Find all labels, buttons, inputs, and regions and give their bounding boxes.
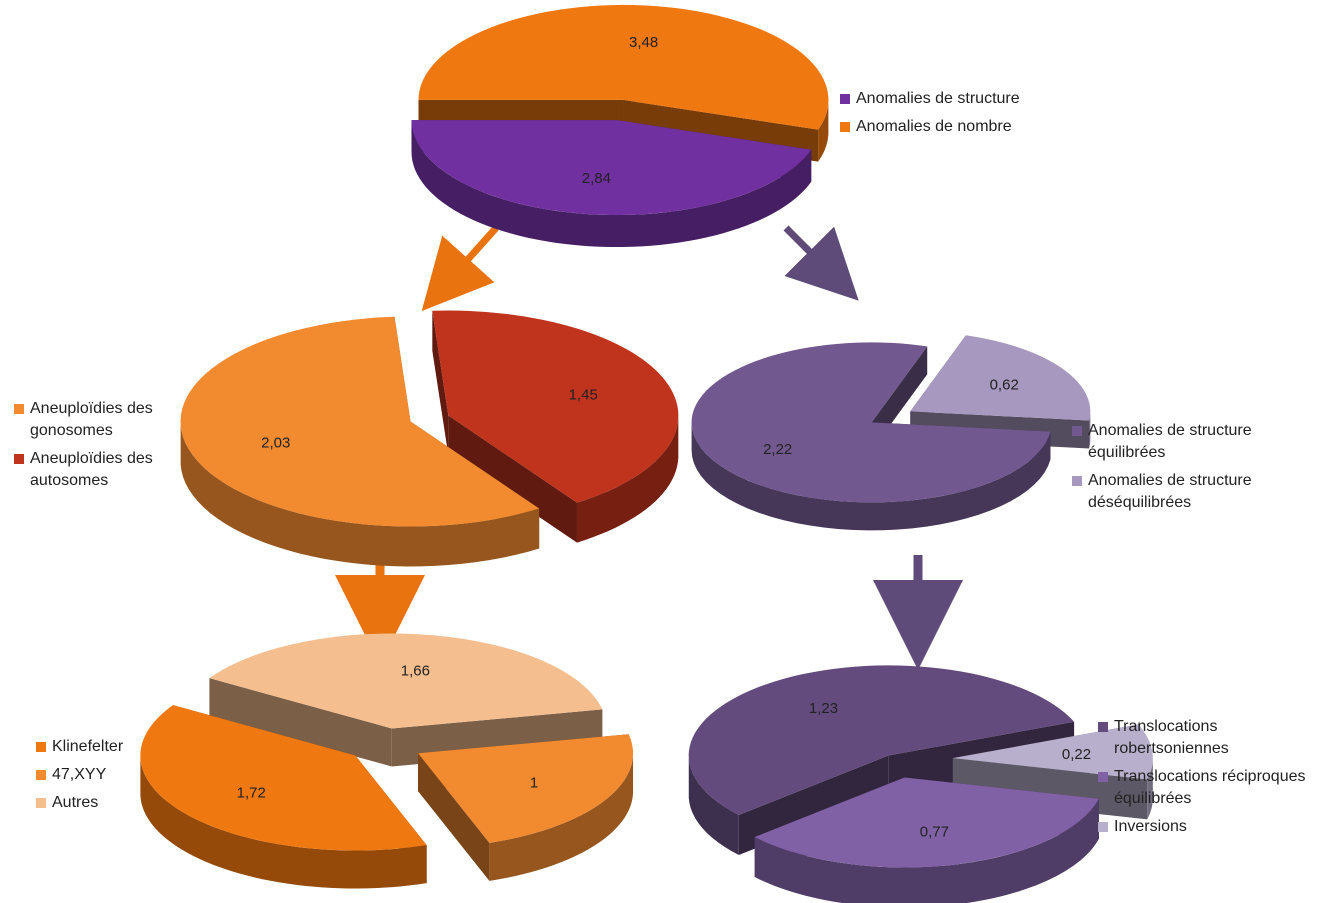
legend-label: Anomalies de structure équilibrées bbox=[1088, 422, 1252, 461]
legend-aneuploidies: Aneuploïdies des gonosomes Aneuploïdies … bbox=[14, 398, 179, 498]
legend-label: Autres bbox=[52, 794, 99, 811]
legend-label: Translocations robertsoniennes bbox=[1114, 718, 1229, 757]
legend-swatch bbox=[1072, 476, 1082, 486]
data-label: 2,03 bbox=[261, 435, 290, 452]
legend-label: Inversions bbox=[1114, 818, 1187, 835]
legend-item: 47,XYY bbox=[36, 764, 176, 786]
legend-item: Anomalies de nombre bbox=[840, 116, 1060, 138]
legend-structure: Anomalies de structure équilibrées Anoma… bbox=[1072, 420, 1282, 520]
pie-charts bbox=[140, 4, 1153, 903]
pie-slice-0-0 bbox=[411, 120, 812, 248]
legend-top: Anomalies de structure Anomalies de nomb… bbox=[840, 88, 1060, 144]
pie-chart-3 bbox=[140, 633, 634, 889]
pie-slice-2-0 bbox=[691, 342, 1051, 531]
legend-item: Aneuploïdies des autosomes bbox=[14, 448, 179, 492]
pie-slice-3-0 bbox=[140, 705, 427, 889]
legend-label: 47,XYY bbox=[52, 766, 107, 783]
legend-item: Anomalies de structure déséquilibrées bbox=[1072, 470, 1282, 514]
pie-chart-0 bbox=[411, 4, 829, 248]
legend-swatch bbox=[1072, 426, 1082, 436]
pie-slice-0-1 bbox=[418, 4, 829, 162]
legend-swatch bbox=[1098, 822, 1108, 832]
pie-slice-1-1 bbox=[432, 310, 679, 543]
legend-label: Anomalies de nombre bbox=[856, 118, 1012, 135]
arrow-top-to-right bbox=[783, 225, 859, 301]
data-label: 0,22 bbox=[1062, 746, 1091, 763]
legend-swatch bbox=[36, 742, 46, 752]
legend-swatch bbox=[1098, 772, 1108, 782]
arrow-top-to-left bbox=[421, 225, 499, 312]
legend-swatch bbox=[1098, 722, 1108, 732]
pie-chart-4 bbox=[688, 665, 1153, 903]
data-label: 2,22 bbox=[763, 441, 792, 458]
legend-item: Klinefelter bbox=[36, 736, 176, 758]
legend-swatch bbox=[14, 454, 24, 464]
legend-gonosomes: Klinefelter 47,XYY Autres bbox=[36, 736, 176, 820]
legend-label: Anomalies de structure déséquilibrées bbox=[1088, 472, 1252, 511]
legend-swatch bbox=[840, 122, 850, 132]
legend-item: Anomalies de structure bbox=[840, 88, 1060, 110]
legend-item: Translocations réciproques équilibrées bbox=[1098, 766, 1310, 810]
legend-swatch bbox=[840, 94, 850, 104]
pie-chart-1 bbox=[180, 310, 679, 567]
data-label: 3,48 bbox=[629, 34, 658, 51]
legend-label: Aneuploïdies des autosomes bbox=[30, 450, 153, 489]
data-label: 1,72 bbox=[237, 784, 266, 801]
pie-slice-1-0 bbox=[180, 316, 540, 567]
data-label: 0,62 bbox=[990, 377, 1019, 394]
legend-label: Translocations réciproques équilibrées bbox=[1114, 768, 1306, 807]
legend-item: Anomalies de structure équilibrées bbox=[1072, 420, 1282, 464]
pie-slice-3-1 bbox=[418, 734, 634, 881]
data-label: 1,66 bbox=[401, 663, 430, 680]
legend-balanced: Translocations robertsoniennes Transloca… bbox=[1098, 716, 1310, 844]
legend-label: Klinefelter bbox=[52, 738, 124, 755]
pie-slice-4-1 bbox=[754, 777, 1099, 903]
data-label: 0,77 bbox=[920, 824, 949, 841]
legend-item: Autres bbox=[36, 792, 176, 814]
data-label: 2,84 bbox=[582, 170, 611, 187]
data-label: 1,45 bbox=[569, 386, 598, 403]
legend-label: Anomalies de structure bbox=[856, 90, 1020, 107]
data-label: 1 bbox=[530, 774, 538, 791]
value-labels: 3,48 2,84 1,45 2,03 0,62 2,22 1,66 1 1,72 1,23 0,2… bbox=[237, 34, 1091, 841]
legend-swatch bbox=[36, 798, 46, 808]
legend-swatch bbox=[14, 404, 24, 414]
pie-chart-2 bbox=[691, 335, 1091, 531]
legend-item: Aneuploïdies des gonosomes bbox=[14, 398, 179, 442]
legend-item: Inversions bbox=[1098, 816, 1310, 838]
data-label: 1,23 bbox=[809, 700, 838, 717]
legend-item: Translocations robertsoniennes bbox=[1098, 716, 1310, 760]
legend-swatch bbox=[36, 770, 46, 780]
legend-label: Aneuploïdies des gonosomes bbox=[30, 400, 153, 439]
